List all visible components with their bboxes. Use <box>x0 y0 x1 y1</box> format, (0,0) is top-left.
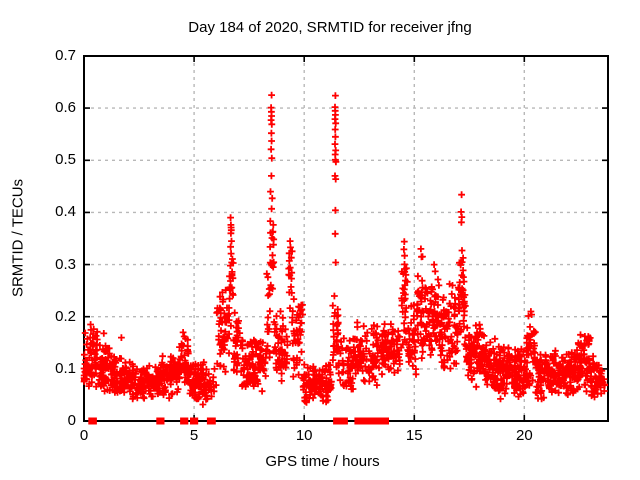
x-tick-label: 0 <box>79 427 89 444</box>
y-tick-label: 0.7 <box>55 47 76 64</box>
y-tick-label: 0.2 <box>55 307 76 325</box>
gridlines <box>84 56 608 421</box>
y-tick-label: 0.4 <box>55 203 76 221</box>
y-tick-label: 0.6 <box>55 99 76 117</box>
y-tick-label: 0.5 <box>55 151 76 169</box>
x-tick-label: 20 <box>515 427 533 444</box>
zero-value-marker <box>206 417 216 425</box>
y-axis-title: SRMTID / TECUs <box>9 178 27 298</box>
scatter-points <box>80 91 609 408</box>
x-axis-title: GPS time / hours <box>265 453 380 470</box>
zero-value-marker <box>190 417 199 425</box>
zero-value-marker <box>156 417 165 425</box>
zero-value-marker <box>333 417 348 425</box>
y-tick-label: 0 <box>67 412 76 429</box>
x-tick-label: 15 <box>405 427 423 444</box>
zero-value-marker <box>354 417 363 425</box>
y-tick-label: 0.3 <box>55 255 76 273</box>
chart-title: Day 184 of 2020, SRMTID for receiver jfn… <box>188 19 472 36</box>
zero-value-marker <box>361 417 383 425</box>
x-tick-label: 10 <box>295 427 313 444</box>
zero-value-marker <box>88 417 97 425</box>
zero-value-marker <box>180 417 189 425</box>
y-tick-label: 0.1 <box>55 359 76 377</box>
x-tick-label: 5 <box>189 427 199 444</box>
zero-value-marker <box>380 417 389 425</box>
